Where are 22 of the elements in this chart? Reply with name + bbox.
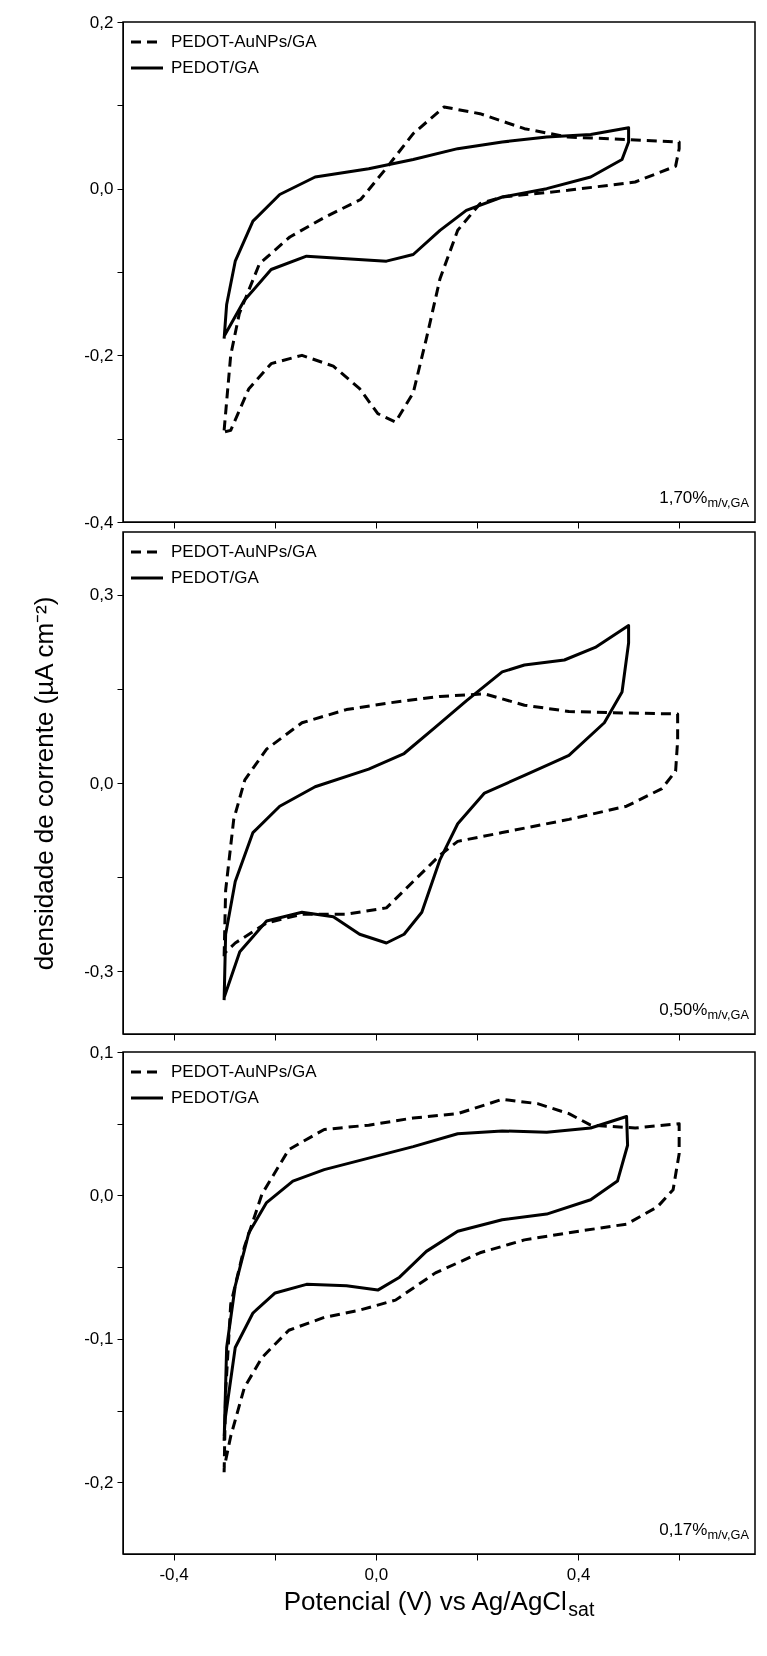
legend-label: PEDOT/GA bbox=[171, 58, 260, 77]
line-series bbox=[222, 105, 681, 434]
y-tick-label: 0,0 bbox=[89, 773, 114, 793]
x-tick-label: 0,0 bbox=[364, 1564, 389, 1584]
y-tick-label: 0,2 bbox=[89, 12, 114, 32]
legend-label: PEDOT-AuNPs/GA bbox=[171, 32, 318, 51]
y-tick-label: -0,4 bbox=[84, 512, 114, 532]
legend-label: PEDOT-AuNPs/GA bbox=[171, 1062, 318, 1081]
y-tick-label: 0,0 bbox=[89, 179, 114, 199]
y-tick-label: -0,3 bbox=[84, 961, 114, 981]
y-tick-label: -0,2 bbox=[84, 1472, 114, 1492]
y-tick-label: -0,2 bbox=[84, 345, 114, 365]
x-tick-label: -0,4 bbox=[159, 1564, 189, 1584]
x-tick-label: 0,4 bbox=[566, 1564, 591, 1584]
y-tick-label: 0,1 bbox=[89, 1042, 114, 1062]
legend-label: PEDOT-AuNPs/GA bbox=[171, 542, 318, 561]
y-tick-label: 0,0 bbox=[89, 1185, 114, 1205]
y-tick-label: -0,1 bbox=[84, 1329, 114, 1349]
legend-label: PEDOT/GA bbox=[171, 1088, 260, 1107]
y-tick-label: 0,3 bbox=[89, 585, 114, 605]
y-axis-title: densidade de corrente (µA cm⁻²) bbox=[29, 596, 60, 971]
legend-label: PEDOT/GA bbox=[171, 568, 260, 587]
